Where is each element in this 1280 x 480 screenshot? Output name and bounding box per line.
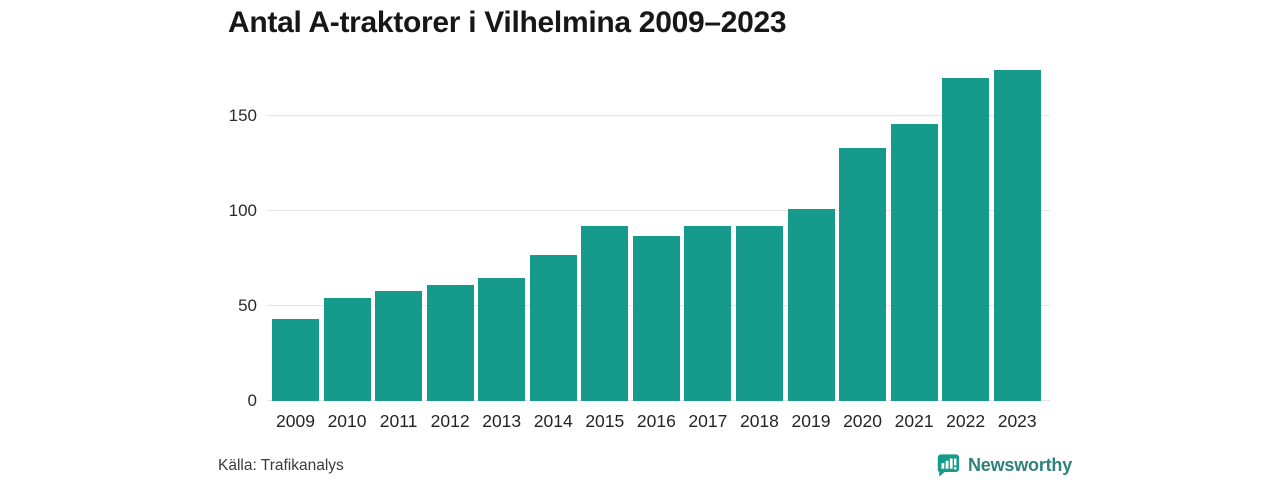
x-tick-label-2016: 2016 [636, 411, 676, 431]
chart-title: Antal A-traktorer i Vilhelmina 2009–2023 [228, 6, 787, 39]
bar-2011 [375, 290, 423, 401]
x-tick-label-2021: 2021 [894, 411, 934, 431]
x-tick-label-2009: 2009 [276, 411, 315, 431]
x-tick-label-2015: 2015 [585, 411, 625, 431]
bar-2012 [426, 285, 474, 401]
y-tick-label-100: 100 [228, 201, 257, 220]
x-tick-label-2023: 2023 [997, 411, 1037, 431]
x-tick-label-2018: 2018 [739, 411, 779, 431]
bar-2013 [478, 277, 526, 401]
x-tick-label-2010: 2010 [327, 411, 367, 431]
bar-2016 [632, 235, 680, 401]
x-tick-label-2014: 2014 [533, 411, 573, 431]
bar-2022 [942, 78, 990, 401]
newsworthy-bar-chart-bubble-icon [935, 452, 961, 478]
brand-logo: Newsworthy [935, 452, 1072, 478]
bar-2009 [272, 319, 319, 401]
bar-2014 [529, 254, 577, 401]
x-tick-label-2022: 2022 [946, 411, 986, 431]
bar-2010 [323, 298, 371, 401]
gridline-150 [267, 115, 1050, 116]
gridline-100 [267, 210, 1050, 211]
x-tick-label-2011: 2011 [379, 411, 418, 431]
x-tick-label-2017: 2017 [688, 411, 728, 431]
bar-2023 [993, 70, 1041, 401]
bar-2017 [684, 226, 732, 401]
x-tick-label-2012: 2012 [430, 411, 470, 431]
x-tick-label-2013: 2013 [482, 411, 522, 431]
bar-2021 [890, 123, 938, 401]
bar-2020 [839, 148, 887, 401]
y-tick-label-50: 50 [238, 296, 257, 315]
x-tick-label-2019: 2019 [791, 411, 831, 431]
bar-2019 [787, 209, 835, 401]
x-tick-label-2020: 2020 [843, 411, 883, 431]
bar-2018 [735, 226, 783, 401]
bar-2015 [581, 226, 629, 401]
source-note: Källa: Trafikanalys [218, 457, 344, 474]
brand-name: Newsworthy [968, 454, 1073, 475]
y-tick-label-0: 0 [247, 391, 257, 410]
plot-area: 0 50 100 150 2009 2010 2011 2012 2013 2014 2015 201… [229, 59, 1050, 431]
y-tick-label-150: 150 [228, 106, 257, 125]
